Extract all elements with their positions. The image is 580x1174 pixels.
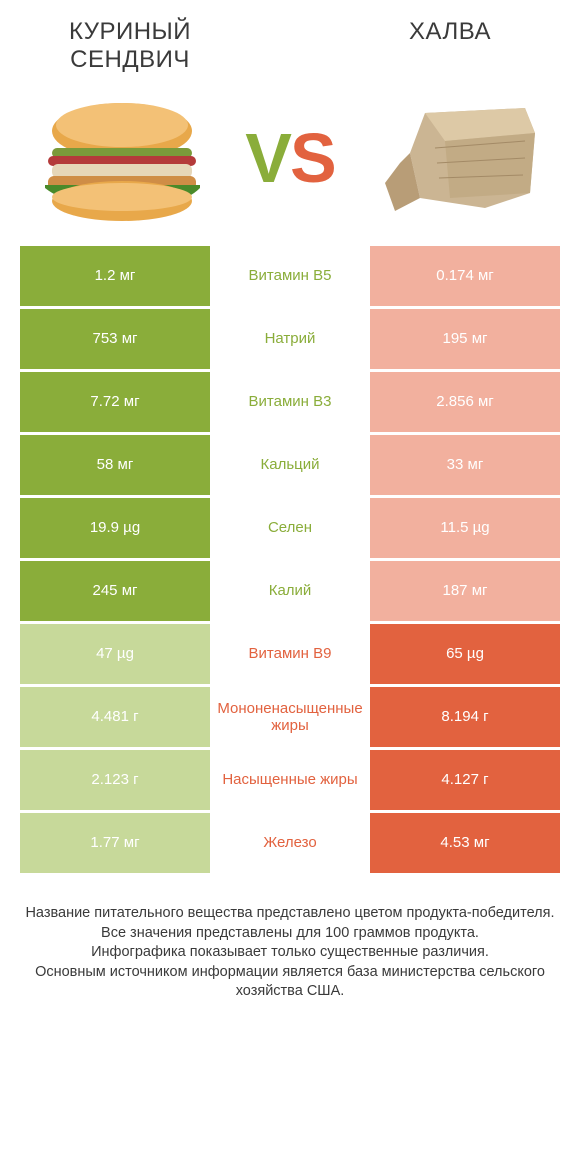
- right-value: 8.194 г: [370, 687, 560, 747]
- footer-line: Все значения представлены для 100 граммо…: [24, 924, 556, 944]
- left-value: 2.123 г: [20, 750, 210, 810]
- nutrient-label: Мононенасыщенные жиры: [210, 687, 370, 747]
- table-row: 47 µgВитамин B965 µg: [20, 624, 560, 684]
- vs-s: S: [290, 119, 335, 197]
- left-value: 4.481 г: [20, 687, 210, 747]
- table-row: 4.481 гМононенасыщенные жиры8.194 г: [20, 687, 560, 747]
- nutrient-label: Железо: [210, 813, 370, 873]
- right-value: 2.856 мг: [370, 372, 560, 432]
- right-value: 4.53 мг: [370, 813, 560, 873]
- table-row: 19.9 µgСелен11.5 µg: [20, 498, 560, 558]
- nutrient-label: Насыщенные жиры: [210, 750, 370, 810]
- left-value: 1.77 мг: [20, 813, 210, 873]
- table-row: 245 мгКалий187 мг: [20, 561, 560, 621]
- comparison-table: 1.2 мгВитамин B50.174 мг753 мгНатрий195 …: [0, 246, 580, 873]
- nutrient-label: Витамин B5: [210, 246, 370, 306]
- nutrient-label: Витамин B9: [210, 624, 370, 684]
- left-value: 58 мг: [20, 435, 210, 495]
- infographic: Куриный сендвич Халва VS: [0, 0, 580, 1030]
- nutrient-label: Калий: [210, 561, 370, 621]
- left-value: 753 мг: [20, 309, 210, 369]
- footer-line: Основным источником информации является …: [24, 963, 556, 1002]
- right-value: 33 мг: [370, 435, 560, 495]
- right-value: 0.174 мг: [370, 246, 560, 306]
- footer-notes: Название питательного вещества представл…: [0, 876, 580, 1030]
- right-value: 4.127 г: [370, 750, 560, 810]
- left-value: 47 µg: [20, 624, 210, 684]
- left-product-title: Куриный сендвич: [40, 18, 220, 74]
- right-value: 195 мг: [370, 309, 560, 369]
- left-value: 7.72 мг: [20, 372, 210, 432]
- vs-badge: VS: [245, 118, 334, 198]
- left-value: 19.9 µg: [20, 498, 210, 558]
- right-value: 65 µg: [370, 624, 560, 684]
- right-value: 187 мг: [370, 561, 560, 621]
- table-row: 58 мгКальций33 мг: [20, 435, 560, 495]
- nutrient-label: Кальций: [210, 435, 370, 495]
- right-product-title: Халва: [360, 18, 540, 46]
- halva-icon: [365, 88, 550, 228]
- left-value: 245 мг: [20, 561, 210, 621]
- table-row: 753 мгНатрий195 мг: [20, 309, 560, 369]
- footer-line: Название питательного вещества представл…: [24, 904, 556, 924]
- nutrient-label: Натрий: [210, 309, 370, 369]
- sandwich-icon: [30, 88, 215, 228]
- footer-line: Инфографика показывает только существенн…: [24, 943, 556, 963]
- header: Куриный сендвич Халва: [0, 0, 580, 82]
- nutrient-label: Селен: [210, 498, 370, 558]
- table-row: 1.77 мгЖелезо4.53 мг: [20, 813, 560, 873]
- right-value: 11.5 µg: [370, 498, 560, 558]
- table-row: 7.72 мгВитамин B32.856 мг: [20, 372, 560, 432]
- vs-v: V: [245, 119, 290, 197]
- left-value: 1.2 мг: [20, 246, 210, 306]
- table-row: 2.123 гНасыщенные жиры4.127 г: [20, 750, 560, 810]
- hero-row: VS: [0, 82, 580, 246]
- table-row: 1.2 мгВитамин B50.174 мг: [20, 246, 560, 306]
- nutrient-label: Витамин B3: [210, 372, 370, 432]
